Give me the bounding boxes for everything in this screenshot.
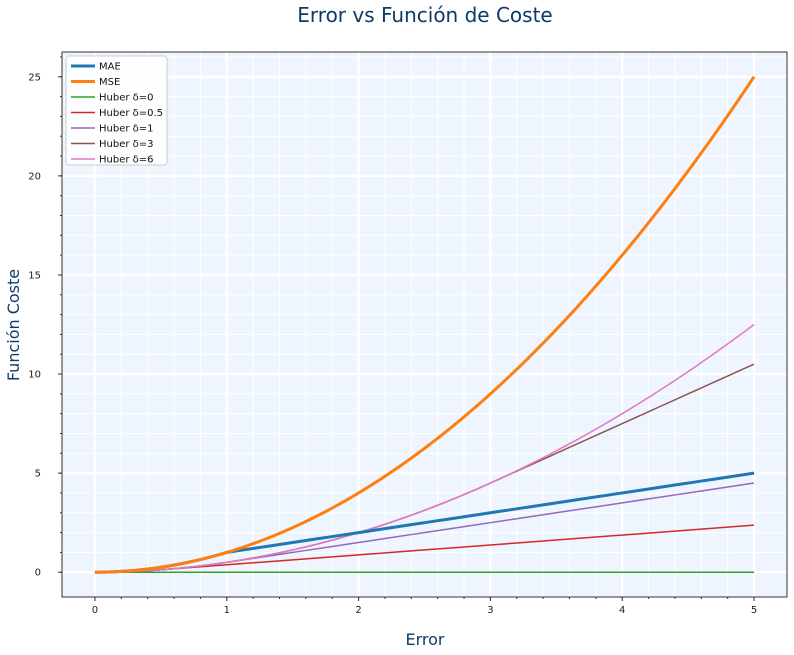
legend-label: MAE — [99, 62, 121, 73]
legend-label: Huber δ=1 — [99, 124, 154, 135]
legend-label: MSE — [99, 77, 120, 88]
y-tick-label: 0 — [35, 568, 41, 579]
x-tick-label: 4 — [619, 605, 625, 616]
legend-box — [65, 55, 168, 166]
plot-area — [62, 52, 787, 597]
plot-frame — [61, 51, 788, 598]
x-tick-label: 2 — [355, 605, 361, 616]
legend-label: Huber δ=0 — [99, 93, 154, 104]
x-tick-label: 5 — [751, 605, 757, 616]
legend-label: Huber δ=0.5 — [99, 108, 163, 119]
x-tick-label: 0 — [92, 605, 98, 616]
x-axis-label: Error — [406, 630, 445, 649]
legend-label: Huber δ=3 — [99, 139, 154, 150]
grid — [62, 52, 787, 597]
legend-label: Huber δ=6 — [99, 155, 154, 166]
series-lines — [94, 75, 756, 574]
y-axis-label: Función Coste — [4, 269, 23, 381]
y-tick-label: 25 — [28, 72, 41, 83]
axes: 0 1 2 3 4 5 0 5 10 15 20 25 — [28, 56, 757, 616]
y-tick-label: 20 — [28, 171, 41, 182]
x-tick-label: 3 — [487, 605, 493, 616]
x-tick-label: 1 — [224, 605, 230, 616]
y-tick-label: 5 — [35, 469, 41, 480]
series-line-mse — [94, 75, 756, 574]
legend: MAE MSE Huber δ=0 Huber δ=0.5 Huber δ=1 Huber… — [65, 55, 168, 166]
y-tick-label: 10 — [28, 370, 41, 381]
series-line-huber-delta-6 — [94, 323, 755, 573]
y-tick-label: 15 — [28, 270, 41, 281]
chart-title: Error vs Función de Coste — [297, 3, 552, 27]
